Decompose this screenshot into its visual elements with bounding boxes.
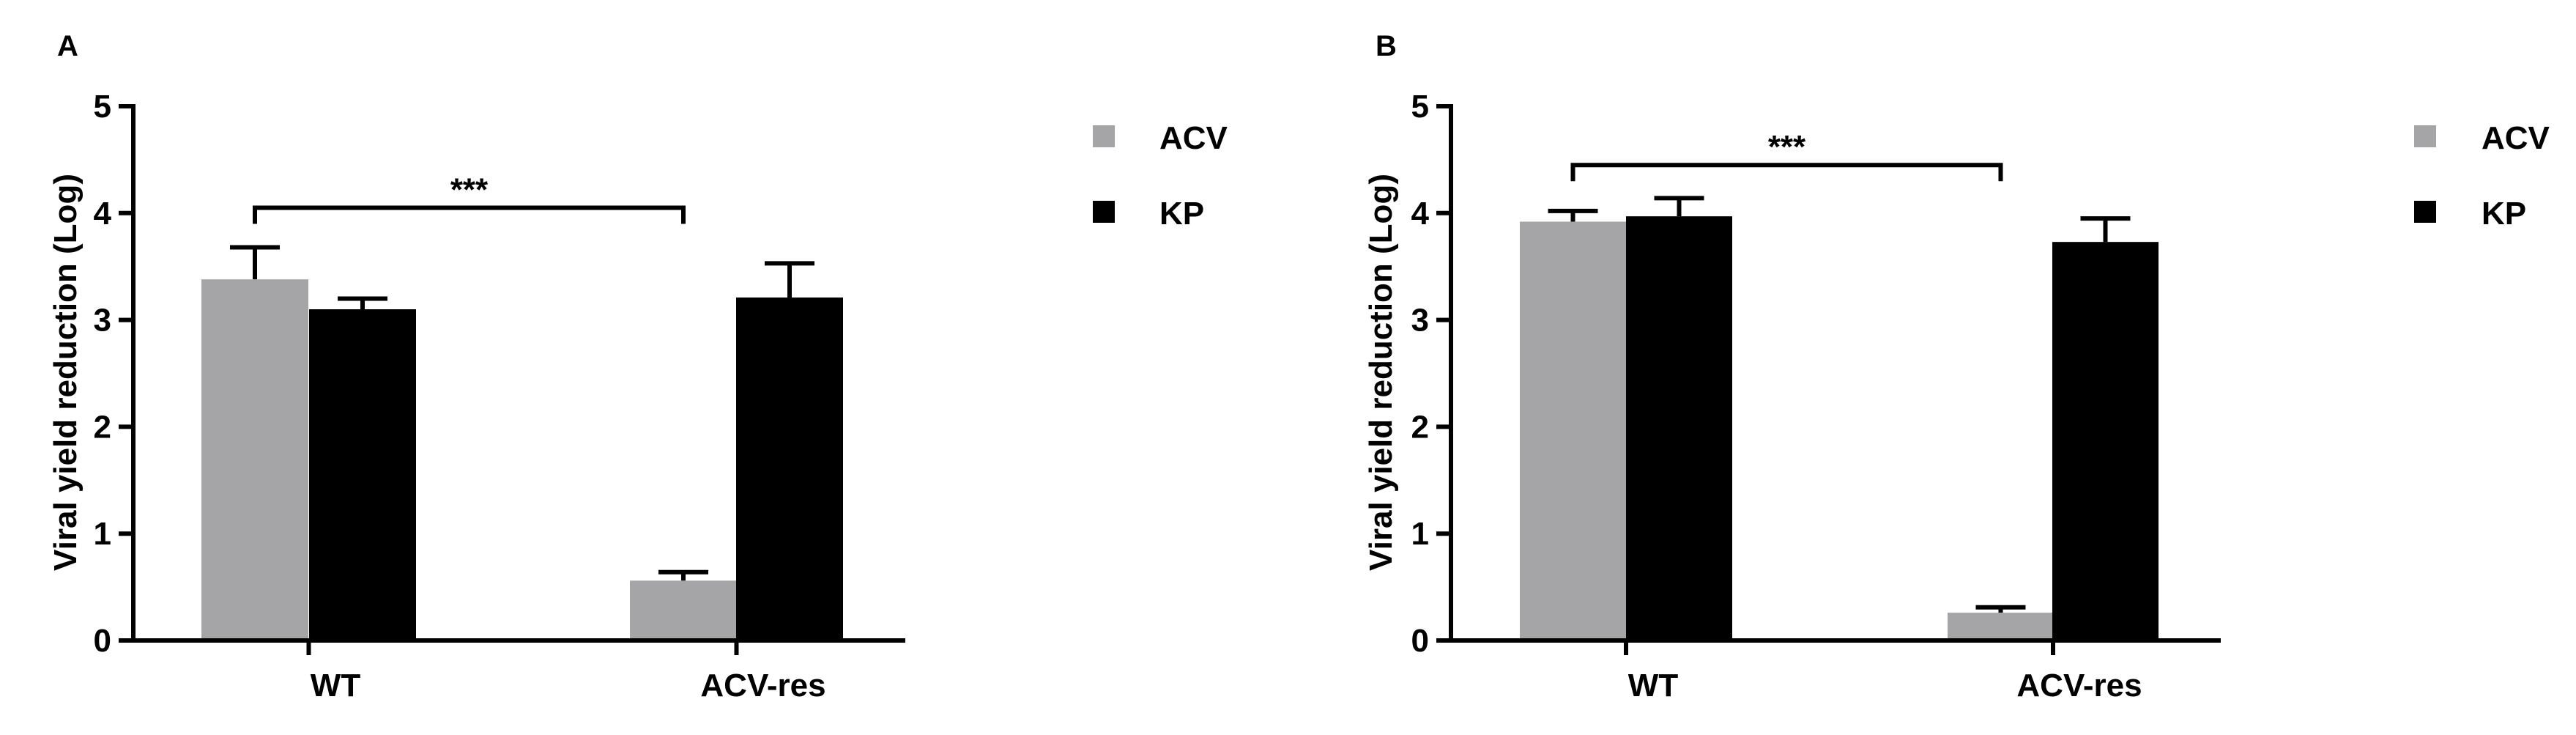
significance-bracket	[253, 205, 686, 224]
bar-acv	[1520, 221, 1626, 640]
y-tick-label: 0	[94, 623, 111, 659]
bar-kp	[2052, 242, 2159, 640]
x-tick-label-acv-res: ACV-res	[700, 668, 825, 703]
y-tick-label: 3	[94, 303, 111, 339]
bar-acv	[1948, 613, 2054, 640]
x-tick-label-wt: WT	[311, 668, 361, 703]
legend: ACV KP	[1093, 120, 1228, 232]
significance-label: ***	[1768, 129, 1806, 165]
y-tick-label: 2	[94, 409, 111, 445]
legend-swatch-acv	[1093, 125, 1115, 147]
plot-area: 0 1 2 3 4 5	[94, 89, 905, 659]
significance-label: ***	[450, 172, 489, 208]
y-tick-label: 1	[1411, 516, 1429, 552]
plot-area: 0 1 2 3 4 5	[1411, 89, 2221, 659]
y-tick-label: 5	[94, 89, 111, 125]
legend-swatch-kp	[2414, 201, 2436, 223]
bar-acv	[201, 279, 308, 640]
legend-label-acv: ACV	[1159, 120, 1228, 156]
bar-kp	[736, 297, 843, 640]
legend: ACV KP	[2414, 120, 2550, 232]
panel-label: A	[57, 30, 78, 62]
x-tick-label-wt: WT	[1628, 668, 1679, 703]
significance-bracket	[1570, 163, 2003, 182]
legend-label-kp: KP	[1159, 196, 1204, 232]
y-tick-label: 1	[94, 516, 111, 552]
y-tick-label: 4	[94, 196, 112, 232]
legend-label-acv: ACV	[2482, 120, 2550, 156]
y-axis-label: Viral yield reduction (Log)	[48, 174, 83, 571]
y-tick-label: 3	[1411, 303, 1429, 339]
legend-swatch-kp	[1093, 201, 1115, 223]
y-tick-label: 0	[1411, 623, 1429, 659]
bar-kp	[1626, 216, 1732, 640]
legend-swatch-acv	[2414, 125, 2436, 147]
y-axis-label: Viral yield reduction (Log)	[1363, 174, 1399, 571]
legend-label-kp: KP	[2482, 196, 2526, 232]
y-tick-label: 4	[1411, 196, 1430, 232]
y-tick-label: 5	[1411, 89, 1429, 125]
y-tick-label: 2	[1411, 409, 1429, 445]
bar-kp	[309, 309, 416, 640]
panel-label: B	[1376, 30, 1397, 62]
x-tick-label-acv-res: ACV-res	[2016, 668, 2142, 703]
bar-acv	[630, 580, 737, 640]
